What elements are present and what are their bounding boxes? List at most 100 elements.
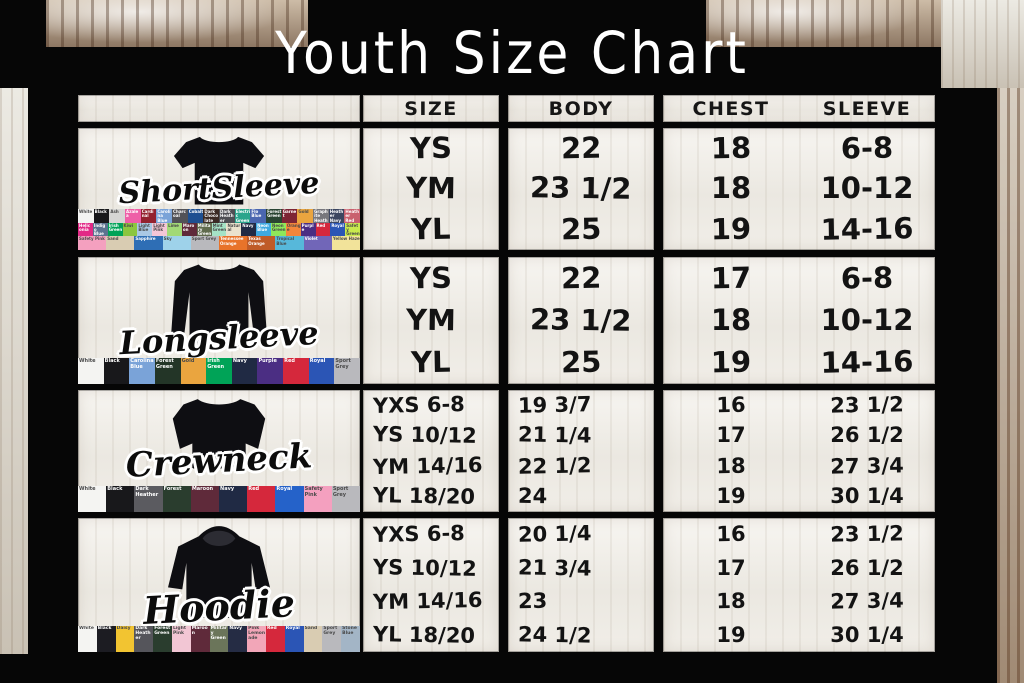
chest-cell: 17	[716, 555, 746, 580]
color-swatch: Mint Green	[211, 222, 227, 237]
color-swatch: Dark Heather	[219, 209, 235, 223]
color-swatch: Sapphire	[134, 236, 163, 250]
color-swatch: Ash	[109, 209, 126, 223]
size-cell: YS	[409, 130, 453, 166]
color-swatch: Black	[103, 358, 130, 384]
chest-cell: 16	[716, 521, 746, 547]
column-header-body: BODY	[508, 95, 654, 122]
sleeve-cell: 14-16	[820, 344, 914, 381]
color-swatch: Purple	[257, 358, 284, 384]
size-cell: YS 10/12	[372, 422, 477, 449]
color-swatch: Dark Heather	[134, 486, 163, 512]
body-cell: 25	[560, 211, 602, 247]
color-swatch: Graphite Heather	[313, 209, 329, 223]
size-cell: YS	[409, 260, 453, 296]
color-swatch: Flo Blue	[250, 209, 267, 223]
chest-cell: 19	[716, 622, 746, 647]
color-swatch: Gold	[297, 209, 314, 223]
shortsleeve-chest-sleeve-column: 18 6-8 18 10-12 19 14-16	[663, 128, 935, 250]
chest-cell: 19	[716, 484, 746, 509]
page-title: Youth Size Chart	[275, 20, 749, 88]
size-header-label: SIZE	[404, 97, 458, 120]
size-cell: YM 14/16	[372, 452, 483, 479]
color-swatch: Black	[96, 626, 116, 652]
color-swatch: Maroon	[190, 626, 210, 652]
shortsleeve-size-column: YS YM YL	[363, 128, 499, 250]
color-swatch: Charcoal	[172, 209, 188, 223]
crewneck-size-column: YXS 6-8 YS 10/12 YM 14/16 YL 18/20	[363, 390, 499, 512]
color-swatch: Electric Green	[234, 209, 251, 223]
color-swatch: Heather Navy	[328, 209, 345, 223]
body-cell: 22 1/2	[517, 452, 592, 479]
crewneck-chest-sleeve-column: 16 23 1/2 17 26 1/2 18 27 3/4 19 30 1/4	[663, 390, 935, 512]
sleeve-cell: 14-16	[820, 211, 914, 247]
longsleeve-chest-sleeve-column: 17 6-8 18 10-12 19 14-16	[663, 257, 935, 384]
color-swatch: White	[78, 209, 94, 223]
hoodie-image	[168, 526, 270, 618]
sleeve-cell: 27 3/4	[830, 453, 904, 479]
color-swatch: Indigo Blue	[92, 222, 108, 237]
shortsleeve-color-swatches: White Black Ash Azalea Cardinal Carolina Blue…	[78, 209, 360, 250]
wood-texture-top-right	[706, 0, 941, 47]
longsleeve-color-swatches: White Black Carolina Blue Forest Green Gold I…	[78, 358, 360, 384]
size-cell: YXS 6-8	[372, 521, 466, 548]
chest-cell: 17	[710, 260, 752, 296]
color-swatch: Royal	[284, 626, 304, 652]
color-swatch: Safety Pink	[303, 486, 332, 512]
sleeve-cell: 27 3/4	[830, 588, 904, 614]
size-cell: YL 18/20	[372, 621, 476, 648]
wood-texture-top-left	[46, 0, 308, 47]
color-swatch: Azalea	[125, 209, 141, 223]
color-swatch: Red	[247, 486, 276, 512]
color-swatch: Black	[93, 209, 110, 223]
color-swatch: Purple	[300, 222, 316, 237]
color-swatch: Forest Green	[266, 209, 282, 223]
color-swatch: Irish Green	[206, 358, 232, 384]
color-swatch: Sport Grey	[190, 236, 220, 250]
color-swatch: Pink Lemonade	[247, 626, 266, 652]
color-swatch: Light Blue	[137, 222, 153, 237]
sleeve-cell: 26 1/2	[830, 555, 904, 580]
color-swatch: Red	[283, 358, 309, 384]
crewneck-label: Crewneck	[124, 436, 314, 486]
chest-cell: 16	[716, 392, 746, 418]
chest-header-label: CHEST	[692, 97, 770, 120]
color-swatch: Maroon	[190, 486, 220, 512]
sleeve-cell: 30 1/4	[830, 484, 904, 509]
color-swatch: Stone Blue	[341, 626, 360, 652]
body-cell: 22	[560, 130, 602, 166]
hoodie-color-swatches: White Black Daisy Dark Heather Forest Green L…	[78, 626, 360, 652]
longsleeve-label: Longsleeve	[118, 313, 320, 363]
color-swatch: Sand	[303, 626, 323, 652]
hoodie-chest-sleeve-column: 16 23 1/2 17 26 1/2 18 27 3/4 19 30 1/4	[663, 518, 935, 652]
color-swatch: Red	[265, 626, 285, 652]
crewneck-color-swatches: White Black Dark Heather Forest Maroon Navy Re…	[78, 486, 360, 512]
body-cell: 23 1/2	[530, 302, 632, 338]
hoodie-photo-panel: Hoodie White Black Daisy Dark Heather Forest…	[78, 518, 360, 652]
body-cell: 19 3/7	[517, 391, 592, 418]
chest-cell: 19	[710, 344, 752, 380]
sleeve-cell: 10-12	[820, 171, 914, 206]
color-swatch: Black	[106, 486, 135, 512]
body-cell: 23	[517, 588, 548, 614]
color-swatch: Heliconia	[78, 222, 93, 237]
color-swatch: White	[78, 626, 97, 652]
longsleeve-photo-panel: Longsleeve White Black Carolina Blue Forest…	[78, 257, 360, 384]
body-cell: 24 1/2	[517, 622, 592, 648]
column-header-size: SIZE	[363, 95, 499, 122]
color-swatch: Sport Grey	[334, 358, 360, 384]
sleeve-cell: 6-8	[840, 130, 894, 166]
sleeve-cell: 23 1/2	[830, 392, 904, 418]
sleeve-cell: 6-8	[840, 260, 894, 296]
sleeve-cell: 26 1/2	[830, 423, 904, 448]
body-cell: 21 1/4	[517, 422, 592, 448]
color-swatch: Kiwi	[122, 222, 138, 237]
color-swatch: Cobalt	[187, 209, 204, 223]
color-swatch: Navy	[219, 486, 248, 512]
color-swatch: Yellow Haze	[331, 236, 360, 250]
hoodie-size-column: YXS 6-8 YS 10/12 YM 14/16 YL 18/20	[363, 518, 499, 652]
color-swatch: Neon Blue	[256, 222, 271, 237]
sleeve-cell: 30 1/4	[830, 622, 904, 647]
longsleeve-size-column: YS YM YL	[363, 257, 499, 384]
color-swatch: Navy	[228, 626, 248, 652]
